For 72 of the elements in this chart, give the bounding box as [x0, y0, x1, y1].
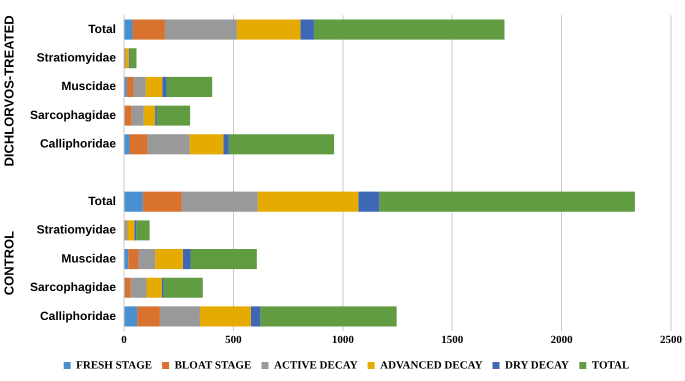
text: DICHLORVOS-TREATED — [2, 15, 17, 167]
x-tick-label: 0 — [121, 334, 128, 346]
bar — [156, 106, 190, 126]
x-tick-label: 2000 — [550, 334, 574, 346]
bar — [190, 134, 224, 154]
bar — [182, 249, 191, 270]
bar — [124, 192, 143, 212]
bar — [379, 192, 635, 212]
x-tick-label: 2500 — [660, 334, 682, 346]
legend-label: ADVANCED DECAY — [380, 359, 483, 372]
bar — [124, 249, 128, 270]
bar — [129, 134, 148, 154]
bar — [236, 20, 300, 40]
bar — [124, 306, 138, 326]
bar — [138, 249, 156, 270]
bar — [258, 192, 358, 212]
x-tick-label: 500 — [225, 334, 242, 346]
bar — [182, 192, 258, 212]
bar — [137, 306, 160, 326]
bar — [136, 220, 150, 240]
y-tick-label: Muscidae — [61, 251, 116, 266]
bar — [146, 278, 162, 298]
bar — [223, 134, 229, 154]
legend-label: DRY DECAY — [505, 359, 569, 372]
bar — [314, 20, 504, 40]
y-tick-label: Calliphoridae — [40, 308, 116, 323]
legend-label: TOTAL — [592, 359, 630, 372]
bar — [126, 76, 134, 97]
bar — [250, 306, 260, 326]
y-tick-label: Stratiomyidae — [36, 222, 116, 237]
bar — [124, 220, 128, 240]
y-tick-label: Sarcophagidae — [30, 280, 116, 294]
bar — [358, 192, 380, 212]
bar — [128, 249, 138, 270]
text: CONTROL — [2, 230, 17, 296]
bar — [200, 306, 251, 326]
y-tick-label: Sarcophagidae — [30, 108, 116, 122]
bar — [128, 220, 134, 240]
bar — [124, 134, 130, 154]
legend-label: ACTIVE DECAY — [274, 359, 358, 372]
bar — [124, 106, 132, 126]
bar — [166, 76, 212, 97]
bar — [132, 20, 165, 40]
bar — [260, 306, 397, 326]
bar — [147, 134, 190, 154]
x-tick-label: 1000 — [332, 334, 354, 346]
bar — [162, 76, 167, 97]
bar — [130, 278, 147, 298]
bar — [133, 76, 146, 97]
y-tick-label: Stratiomyidae — [36, 50, 116, 65]
bar — [124, 278, 131, 298]
bar — [132, 106, 144, 126]
y-tick-label: Calliphoridae — [40, 136, 116, 151]
bar — [124, 20, 133, 40]
bar — [164, 278, 203, 298]
bar — [160, 306, 200, 326]
bar — [126, 48, 130, 68]
bar — [164, 20, 237, 40]
y-tick-label: Muscidae — [61, 79, 116, 94]
bar — [142, 192, 182, 212]
bar — [155, 249, 183, 270]
bar — [130, 48, 136, 68]
y-tick-label: Total — [88, 22, 116, 36]
y-tick-label: Total — [88, 194, 116, 208]
bar — [228, 134, 334, 154]
x-tick-label: 1500 — [441, 334, 464, 346]
bar — [144, 106, 156, 126]
legend-label: FRESH STAGE — [76, 359, 152, 372]
bar — [146, 76, 162, 97]
bar — [190, 249, 257, 270]
legend-label: BLOAT STAGE — [174, 359, 252, 372]
bar — [300, 20, 314, 40]
